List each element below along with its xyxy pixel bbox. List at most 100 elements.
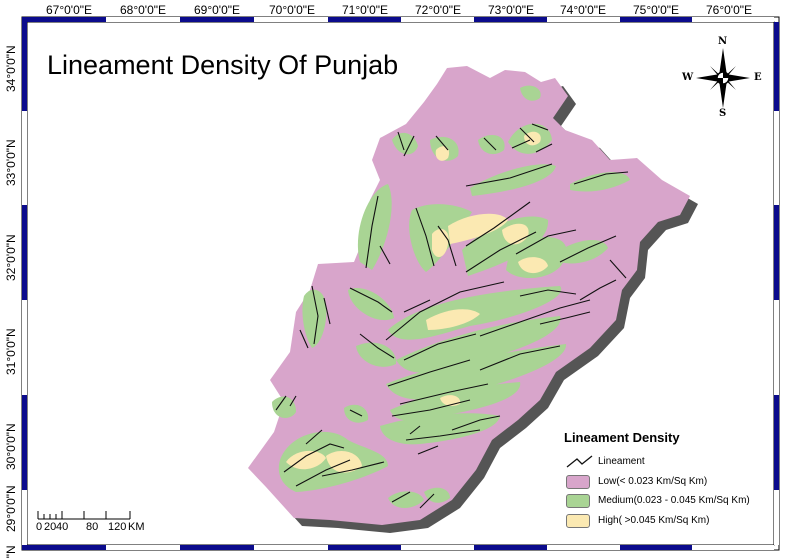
medium-density-zone [470, 164, 556, 196]
graticule-segment [180, 17, 254, 22]
graticule-segment [254, 545, 328, 550]
lineament [323, 297, 331, 325]
graticule-segment [22, 300, 27, 395]
lineament [479, 299, 591, 337]
high-density-zone [448, 213, 508, 244]
high-density-zone [518, 257, 548, 274]
longitude-label: 67°0'0"E [45, 3, 93, 17]
longitude-label: 73°0'0"E [487, 3, 535, 17]
compass-rose-icon [696, 48, 750, 108]
scale-label-40: 40 [56, 521, 69, 533]
lineament [465, 231, 537, 273]
compass-w-label: W [682, 72, 694, 83]
legend-swatch-low [566, 475, 590, 489]
lineament [379, 245, 391, 265]
lineament [405, 429, 481, 441]
scale-unit: KM [128, 521, 145, 533]
legend-swatch-medium [566, 494, 590, 508]
lineament [359, 333, 395, 359]
lineament [535, 143, 553, 153]
lineament [511, 139, 531, 149]
longitude-label: 69°0'0"E [193, 3, 241, 17]
medium-density-zone [356, 342, 397, 367]
lineament [483, 137, 497, 151]
longitude-label: 68°0'0"E [119, 3, 167, 17]
longitude-label: 71°0'0"E [341, 3, 389, 17]
lineament [311, 285, 319, 345]
medium-density-zone [570, 172, 630, 192]
lineament [403, 333, 477, 361]
scale-label-20: 20 [44, 521, 57, 533]
lineament [305, 429, 323, 445]
graticule-segment [22, 111, 27, 205]
medium-density-zone [388, 491, 424, 508]
graticule-segment [620, 17, 692, 22]
graticule-segment [106, 545, 180, 550]
graticule-segment [547, 17, 620, 22]
scale-label-80: 80 [86, 521, 99, 533]
lineament [349, 409, 363, 417]
lineament [283, 443, 345, 473]
graticule-segment [180, 545, 254, 550]
legend-lineament-label: Lineament [598, 456, 645, 467]
legend-title: Lineament Density [564, 430, 680, 445]
lineament [451, 415, 501, 431]
longitude-label: 72°0'0"E [414, 3, 462, 17]
lineament [399, 383, 489, 405]
lineament [365, 195, 379, 269]
lineament [299, 329, 309, 349]
scale-bar [37, 511, 131, 520]
medium-density-zone [357, 184, 392, 270]
lineament [403, 135, 415, 157]
graticule-segment [254, 17, 328, 22]
medium-density-zone [520, 85, 541, 101]
longitude-label: 75°0'0"E [632, 3, 680, 17]
compass-n-label: N [718, 36, 728, 47]
lineament [403, 299, 431, 313]
lineament [579, 279, 617, 301]
graticule-segment [22, 17, 106, 22]
medium-density-zone [424, 487, 450, 503]
lineament [519, 289, 577, 297]
lineament [465, 163, 553, 187]
graticule-segment [774, 22, 779, 111]
lineament [437, 225, 457, 267]
graticule-segment [22, 545, 106, 550]
lineament [519, 127, 535, 143]
lineament [609, 259, 627, 279]
medium-density-zones [272, 85, 630, 508]
graticule-segment [106, 17, 180, 22]
lineament [385, 281, 505, 341]
longitude-label: 76°0'0"E [705, 3, 753, 17]
scale-label-120: 120 [108, 521, 127, 533]
graticule-segment [328, 545, 401, 550]
medium-density-zone [396, 316, 561, 373]
high-density-zone [426, 309, 480, 330]
high-density-zone [286, 450, 326, 470]
graticule-segment [474, 545, 547, 550]
graticule-segment [22, 22, 27, 111]
legend-label-low: Low(< 0.023 Km/Sq Km) [598, 476, 708, 487]
graticule-segment [774, 111, 779, 205]
medium-density-zone [302, 289, 327, 348]
lineament [531, 123, 549, 131]
lineament [419, 493, 435, 509]
compass-e-label: E [754, 72, 762, 83]
graticule-segment [774, 300, 779, 395]
lineament [349, 287, 393, 313]
lineament-lines [275, 123, 629, 509]
graticule-segment [22, 205, 27, 300]
compass-s-label: S [719, 108, 727, 119]
lineament [391, 399, 471, 417]
graticule-segment [474, 17, 547, 22]
lineament [321, 461, 385, 477]
lineament [479, 345, 561, 371]
lineament-legend-icon [566, 455, 593, 468]
graticule-segment [401, 545, 474, 550]
medium-density-zone [380, 413, 500, 445]
longitude-label: 70°0'0"E [268, 3, 316, 17]
graticule-segment [774, 205, 779, 300]
graticule-segment [401, 17, 474, 22]
